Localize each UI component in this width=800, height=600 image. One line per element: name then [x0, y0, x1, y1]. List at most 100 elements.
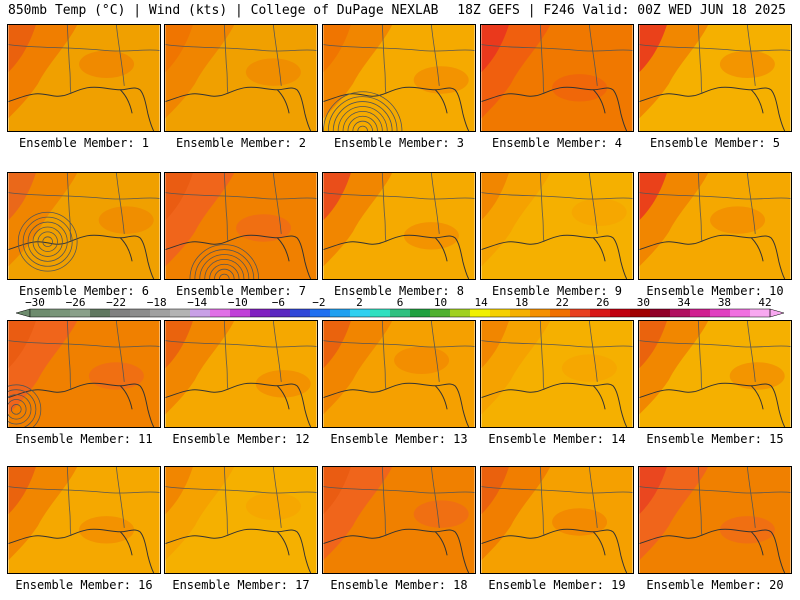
- wind-contour: [32, 226, 63, 257]
- warm-region: [710, 206, 766, 234]
- state-border: [539, 321, 545, 390]
- ensemble-map-panel: [638, 320, 792, 428]
- ensemble-member-label: Ensemble Member: 6: [18, 284, 150, 298]
- colorbar-swatch: [330, 309, 351, 317]
- coastline: [639, 86, 786, 131]
- ensemble-member-label: Ensemble Member: 20: [646, 578, 784, 592]
- temperature-field: [481, 25, 633, 131]
- warm-region: [403, 222, 459, 250]
- state-border: [481, 192, 633, 200]
- state-border: [223, 25, 229, 94]
- ensemble-map-panel: [638, 172, 792, 280]
- ensemble-map-panel: [322, 320, 476, 428]
- ensemble-map-panel: [480, 466, 634, 574]
- state-border: [165, 486, 317, 494]
- ensemble-member-label: Ensemble Member: 18: [330, 578, 468, 592]
- colorbar-tick-label: −26: [66, 296, 86, 309]
- ensemble-map-panel: [480, 172, 634, 280]
- state-border: [323, 486, 475, 494]
- ensemble-map-panel: [164, 172, 318, 280]
- temperature-field: [481, 467, 633, 573]
- state-border: [746, 321, 756, 382]
- coastline: [639, 382, 786, 427]
- coastline: [592, 89, 606, 114]
- wind-contour: [42, 236, 53, 248]
- wind-contour: [352, 120, 373, 131]
- coastline: [481, 528, 628, 573]
- colorbar-swatch: [270, 309, 291, 317]
- temperature-colorbar: −30 −26 −22 −18 −14 −10 −6 −2 2 6 10 14 18 22 26 30 34 38…: [15, 296, 785, 318]
- colorbar-swatch: [350, 309, 371, 317]
- coastline: [8, 234, 155, 279]
- temperature-field: [165, 467, 317, 573]
- colorbar-swatch: [490, 309, 511, 317]
- wind-contour: [10, 404, 22, 415]
- warm-region: [719, 516, 775, 544]
- colorbar-tick-label: 26: [596, 296, 609, 309]
- colorbar-swatch: [410, 309, 431, 317]
- state-border: [539, 173, 545, 242]
- ensemble-map-panel: [7, 466, 161, 574]
- wind-contour: [204, 258, 245, 279]
- colorbar-swatch: [530, 309, 551, 317]
- coastline: [165, 234, 312, 279]
- hot-region: [323, 173, 351, 221]
- hot-region: [481, 25, 509, 73]
- state-border: [430, 25, 440, 86]
- ensemble-member-label: Ensemble Member: 16: [15, 578, 153, 592]
- warm-region: [413, 66, 469, 94]
- hot-region: [639, 467, 667, 515]
- wind-contour: [219, 273, 230, 279]
- wind-contour: [189, 244, 260, 279]
- coastline: [323, 86, 470, 131]
- state-border: [697, 467, 703, 536]
- ensemble-map-panel: [164, 24, 318, 132]
- coastline: [276, 385, 290, 410]
- colorbar-swatch: [750, 309, 771, 317]
- coastline: [481, 234, 628, 279]
- colorbar-swatch: [630, 309, 651, 317]
- colorbar-swatch: [510, 309, 531, 317]
- colorbar-swatch: [190, 309, 211, 317]
- hot-region: [8, 467, 36, 515]
- colorbar-swatch: [90, 309, 111, 317]
- ensemble-map-panel: [322, 466, 476, 574]
- state-border: [697, 25, 703, 94]
- colorbar-swatch: [570, 309, 591, 317]
- colorbar-swatch: [390, 309, 411, 317]
- temperature-field: [323, 173, 475, 279]
- colorbar-swatch: [610, 309, 631, 317]
- state-border: [481, 44, 633, 52]
- temperature-field: [323, 321, 475, 427]
- state-border: [8, 192, 160, 200]
- map-title: 850mb Temp (°C) | Wind (kts) | College o…: [8, 3, 439, 18]
- state-border: [165, 340, 317, 348]
- state-border: [272, 467, 282, 528]
- state-border: [8, 340, 160, 348]
- hot-region: [165, 25, 193, 73]
- colorbar-swatch: [150, 309, 171, 317]
- state-border: [746, 173, 756, 234]
- ensemble-member-label: Ensemble Member: 3: [333, 136, 465, 150]
- coastline: [434, 531, 448, 556]
- state-border: [746, 25, 756, 86]
- warm-region: [413, 500, 469, 528]
- state-border: [539, 25, 545, 94]
- state-border: [430, 173, 440, 234]
- warm-region: [245, 492, 301, 520]
- colorbar-swatch: [310, 309, 331, 317]
- wind-contour: [337, 106, 388, 131]
- colorbar-swatch: [50, 309, 71, 317]
- colorbar-swatch: [110, 309, 131, 317]
- coastline: [119, 237, 133, 262]
- warm-region: [79, 516, 135, 544]
- ensemble-member-label: Ensemble Member: 9: [491, 284, 623, 298]
- ensemble-map-panel: [322, 172, 476, 280]
- state-border: [115, 321, 125, 382]
- state-border: [8, 44, 160, 52]
- warm-region: [571, 198, 627, 226]
- state-border: [323, 44, 475, 52]
- hot-region: [8, 25, 36, 73]
- coastline: [639, 528, 786, 573]
- state-border: [272, 25, 282, 86]
